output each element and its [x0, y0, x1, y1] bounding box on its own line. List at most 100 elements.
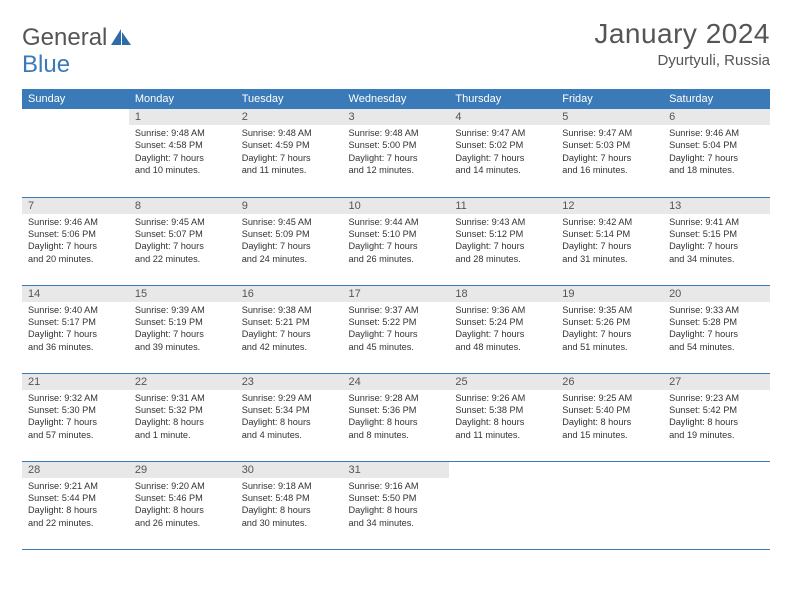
day-line: Sunset: 4:58 PM [135, 139, 230, 151]
day-line: Sunset: 5:44 PM [28, 492, 123, 504]
day-number: 24 [343, 374, 450, 390]
day-line: and 11 minutes. [455, 429, 550, 441]
day-line: and 57 minutes. [28, 429, 123, 441]
day-line: Sunrise: 9:46 AM [28, 216, 123, 228]
day-details: Sunrise: 9:23 AMSunset: 5:42 PMDaylight:… [663, 390, 770, 446]
day-line: Sunrise: 9:43 AM [455, 216, 550, 228]
day-line: Daylight: 8 hours [242, 416, 337, 428]
day-number: 7 [22, 198, 129, 214]
day-line: Daylight: 7 hours [562, 328, 657, 340]
calendar-row: 1Sunrise: 9:48 AMSunset: 4:58 PMDaylight… [22, 109, 770, 197]
day-number: 1 [129, 109, 236, 125]
day-line: Daylight: 7 hours [562, 152, 657, 164]
calendar-cell: 9Sunrise: 9:45 AMSunset: 5:09 PMDaylight… [236, 197, 343, 285]
day-line: Sunrise: 9:37 AM [349, 304, 444, 316]
day-line: and 24 minutes. [242, 253, 337, 265]
day-line: and 4 minutes. [242, 429, 337, 441]
day-number: 14 [22, 286, 129, 302]
day-details: Sunrise: 9:16 AMSunset: 5:50 PMDaylight:… [343, 478, 450, 534]
day-line: and 12 minutes. [349, 164, 444, 176]
calendar-cell: 25Sunrise: 9:26 AMSunset: 5:38 PMDayligh… [449, 373, 556, 461]
logo-text-2: Blue [22, 51, 70, 79]
day-line: Sunset: 5:24 PM [455, 316, 550, 328]
day-line: Daylight: 7 hours [135, 152, 230, 164]
calendar-cell: 26Sunrise: 9:25 AMSunset: 5:40 PMDayligh… [556, 373, 663, 461]
day-line: Sunrise: 9:41 AM [669, 216, 764, 228]
day-number: 21 [22, 374, 129, 390]
day-number: 9 [236, 198, 343, 214]
day-line: Sunset: 5:38 PM [455, 404, 550, 416]
day-line: and 19 minutes. [669, 429, 764, 441]
calendar-table: SundayMondayTuesdayWednesdayThursdayFrid… [22, 89, 770, 550]
day-line: Sunrise: 9:47 AM [455, 127, 550, 139]
day-line: Daylight: 7 hours [349, 240, 444, 252]
calendar-cell: 29Sunrise: 9:20 AMSunset: 5:46 PMDayligh… [129, 461, 236, 549]
day-line: Sunset: 5:40 PM [562, 404, 657, 416]
day-details: Sunrise: 9:21 AMSunset: 5:44 PMDaylight:… [22, 478, 129, 534]
day-line: Sunset: 5:21 PM [242, 316, 337, 328]
day-number: 6 [663, 109, 770, 125]
day-line: Sunrise: 9:32 AM [28, 392, 123, 404]
calendar-cell: 27Sunrise: 9:23 AMSunset: 5:42 PMDayligh… [663, 373, 770, 461]
day-details: Sunrise: 9:44 AMSunset: 5:10 PMDaylight:… [343, 214, 450, 270]
day-number: 13 [663, 198, 770, 214]
day-line: and 42 minutes. [242, 341, 337, 353]
day-details: Sunrise: 9:39 AMSunset: 5:19 PMDaylight:… [129, 302, 236, 358]
day-line: Sunrise: 9:40 AM [28, 304, 123, 316]
day-line: Daylight: 8 hours [349, 416, 444, 428]
calendar-row: 28Sunrise: 9:21 AMSunset: 5:44 PMDayligh… [22, 461, 770, 549]
day-line: Sunrise: 9:26 AM [455, 392, 550, 404]
calendar-row: 7Sunrise: 9:46 AMSunset: 5:06 PMDaylight… [22, 197, 770, 285]
calendar-cell: 15Sunrise: 9:39 AMSunset: 5:19 PMDayligh… [129, 285, 236, 373]
weekday-header: Wednesday [343, 89, 450, 109]
day-line: and 8 minutes. [349, 429, 444, 441]
day-number: 19 [556, 286, 663, 302]
day-number: 25 [449, 374, 556, 390]
day-line: Sunset: 5:28 PM [669, 316, 764, 328]
calendar-cell: 19Sunrise: 9:35 AMSunset: 5:26 PMDayligh… [556, 285, 663, 373]
day-line: Sunrise: 9:16 AM [349, 480, 444, 492]
day-number: 4 [449, 109, 556, 125]
day-line: and 34 minutes. [669, 253, 764, 265]
day-details: Sunrise: 9:46 AMSunset: 5:06 PMDaylight:… [22, 214, 129, 270]
day-line: Sunrise: 9:45 AM [135, 216, 230, 228]
day-details: Sunrise: 9:37 AMSunset: 5:22 PMDaylight:… [343, 302, 450, 358]
day-line: Daylight: 7 hours [669, 240, 764, 252]
day-line: Sunrise: 9:29 AM [242, 392, 337, 404]
day-details: Sunrise: 9:28 AMSunset: 5:36 PMDaylight:… [343, 390, 450, 446]
logo-sail-icon [111, 29, 133, 47]
logo-text-1: General [22, 24, 107, 52]
day-line: and 14 minutes. [455, 164, 550, 176]
calendar-cell: 13 Sunrise: 9:41 AMSunset: 5:15 PMDayligh… [663, 197, 770, 285]
day-details: Sunrise: 9:47 AMSunset: 5:02 PMDaylight:… [449, 125, 556, 181]
day-line: Sunset: 5:04 PM [669, 139, 764, 151]
day-line: and 45 minutes. [349, 341, 444, 353]
calendar-cell: 23Sunrise: 9:29 AMSunset: 5:34 PMDayligh… [236, 373, 343, 461]
day-line: Sunset: 5:15 PM [669, 228, 764, 240]
weekday-header: Sunday [22, 89, 129, 109]
day-details: Sunrise: 9:32 AMSunset: 5:30 PMDaylight:… [22, 390, 129, 446]
day-line: and 48 minutes. [455, 341, 550, 353]
day-line: Sunset: 5:12 PM [455, 228, 550, 240]
day-number: 16 [236, 286, 343, 302]
day-line: Sunset: 5:22 PM [349, 316, 444, 328]
day-line: Sunset: 5:42 PM [669, 404, 764, 416]
day-line: Sunrise: 9:33 AM [669, 304, 764, 316]
day-line: Sunrise: 9:31 AM [135, 392, 230, 404]
day-details: Sunrise: 9:31 AMSunset: 5:32 PMDaylight:… [129, 390, 236, 446]
day-line: Sunrise: 9:18 AM [242, 480, 337, 492]
day-line: Sunset: 5:02 PM [455, 139, 550, 151]
day-line: and 26 minutes. [135, 517, 230, 529]
day-line: Sunrise: 9:23 AM [669, 392, 764, 404]
day-line: and 22 minutes. [28, 517, 123, 529]
day-line: Sunset: 5:19 PM [135, 316, 230, 328]
calendar-cell: 2Sunrise: 9:48 AMSunset: 4:59 PMDaylight… [236, 109, 343, 197]
day-number: 8 [129, 198, 236, 214]
day-line: Sunset: 5:00 PM [349, 139, 444, 151]
calendar-page: General January 2024 Dyurtyuli, Russia B… [0, 0, 792, 568]
day-line: Daylight: 7 hours [242, 152, 337, 164]
day-number: 17 [343, 286, 450, 302]
day-line: Sunrise: 9:48 AM [135, 127, 230, 139]
day-number: 2 [236, 109, 343, 125]
calendar-cell: 1 Sunrise: 9:48 AMSunset: 4:58 PMDaylight… [129, 109, 236, 197]
